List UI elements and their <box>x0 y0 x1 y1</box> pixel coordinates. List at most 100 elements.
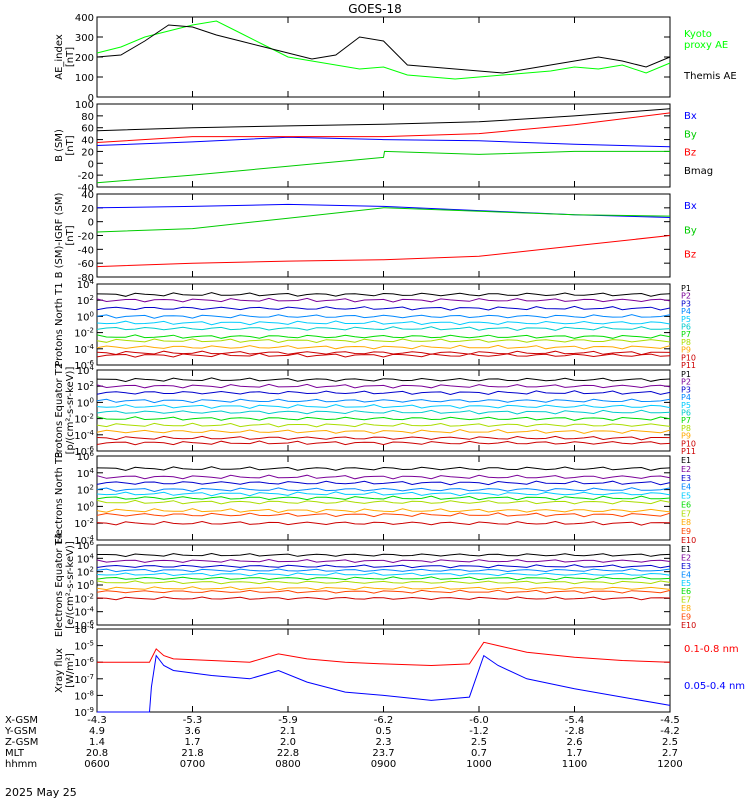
x-row-value: -4.3 <box>87 715 107 726</box>
legend-label: E10 <box>681 536 696 545</box>
x-row-value: 2.3 <box>376 737 392 748</box>
series-line <box>96 108 671 132</box>
series-line <box>96 344 671 350</box>
y-tick-label: 300 <box>75 33 94 44</box>
series-line <box>96 390 671 396</box>
legend-label: P6 <box>681 323 691 332</box>
series-line <box>96 20 671 80</box>
series-line <box>96 404 671 409</box>
y-tick-label: 10-2 <box>74 413 94 426</box>
y-tick-label: -20 <box>78 232 94 243</box>
series-line <box>96 495 671 501</box>
series-line <box>96 435 671 441</box>
x-row-label: MLT <box>5 748 25 759</box>
series-line <box>96 499 671 505</box>
series-line <box>96 305 671 311</box>
legend-label: E6 <box>681 587 691 596</box>
y-tick-label: 102 <box>77 566 94 579</box>
legend-label: P8 <box>681 424 691 433</box>
legend-label: E5 <box>681 579 691 588</box>
y-tick-label: 106 <box>77 450 95 463</box>
x-row-value: 1.7 <box>567 748 583 759</box>
legend-label: P7 <box>681 416 691 425</box>
series-line <box>96 350 671 356</box>
legend-label: E2 <box>681 553 691 562</box>
series-line <box>96 409 671 415</box>
y-tick-label: 60 <box>81 124 94 135</box>
series-line <box>96 487 671 493</box>
legend-label: E5 <box>681 492 691 501</box>
legend-label: Bz <box>684 250 696 261</box>
series-line <box>96 24 671 74</box>
series-line <box>96 422 671 428</box>
legend-label: E3 <box>681 474 691 483</box>
legend-label: P8 <box>681 338 691 347</box>
legend-label: E1 <box>681 456 691 465</box>
series-line <box>97 654 671 713</box>
y-tick-label: 100 <box>77 310 94 323</box>
series-line <box>96 564 671 569</box>
legend-label: P4 <box>681 393 691 402</box>
series-line <box>96 207 671 233</box>
y-tick-label: -20 <box>78 171 94 182</box>
x-row-value: 1000 <box>466 759 491 770</box>
series-line <box>96 112 671 143</box>
x-row-value: 0.5 <box>376 726 392 737</box>
series-line <box>96 474 671 480</box>
y-tick-label: 10-4 <box>74 429 94 442</box>
legend-label: E9 <box>681 527 691 536</box>
legend-label: P9 <box>681 346 691 355</box>
y-axis-label: Protons North T1 <box>54 282 65 366</box>
series-line <box>96 580 671 585</box>
x-row-value: 2.0 <box>280 737 296 748</box>
panel-frame <box>96 544 671 626</box>
x-row-value: -6.0 <box>469 715 489 726</box>
y-axis-label: B (SM)-IGRF (SM)[nT] <box>54 193 76 279</box>
x-row-value: 2.7 <box>662 748 678 759</box>
x-row-value: 2.1 <box>280 726 296 737</box>
x-row-value: 0700 <box>180 759 205 770</box>
legend-label: Kyoto <box>684 29 712 40</box>
y-tick-label: 20 <box>81 204 94 215</box>
y-tick-label: 400 <box>75 13 94 24</box>
legend-label: E3 <box>681 562 691 571</box>
x-row-label: Z-GSM <box>5 737 38 748</box>
x-row-value: 21.8 <box>181 748 203 759</box>
y-tick-label: 100 <box>77 579 94 592</box>
panel-frame <box>96 628 671 713</box>
y-tick-label: -40 <box>78 183 94 194</box>
x-row-value: 0900 <box>371 759 396 770</box>
x-row-value: 4.9 <box>89 726 105 737</box>
legend-label: P11 <box>681 447 696 456</box>
series-line <box>97 552 671 558</box>
legend-label: P9 <box>681 432 691 441</box>
legend-label: P3 <box>681 299 691 308</box>
x-row-value: -1.2 <box>469 726 489 737</box>
y-tick-label: 102 <box>77 484 94 497</box>
legend-label: Bx <box>684 201 697 212</box>
series-line <box>96 203 671 218</box>
series-line <box>96 338 671 344</box>
x-row-label: X-GSM <box>5 715 38 726</box>
x-row-value: 3.6 <box>185 726 201 737</box>
legend-label: proxy AE <box>684 40 728 51</box>
legend-label: By <box>684 225 697 236</box>
legend-label: E8 <box>681 518 691 527</box>
date-label: 2025 May 25 <box>5 786 77 799</box>
series-line <box>96 136 671 148</box>
y-axis-label: B (SM)[nT] <box>54 129 76 162</box>
x-row-value: -5.9 <box>278 715 298 726</box>
legend-label: By <box>684 129 697 140</box>
series-line <box>96 589 671 594</box>
series-line <box>96 314 671 319</box>
series-line <box>96 334 671 339</box>
series-line <box>96 572 671 577</box>
series-line <box>96 491 671 497</box>
y-tick-label: 0 <box>88 93 94 104</box>
legend-label: 0.05-0.4 nm <box>684 681 745 692</box>
x-row-label: Y-GSM <box>4 726 37 737</box>
y-tick-label: -60 <box>78 259 94 270</box>
